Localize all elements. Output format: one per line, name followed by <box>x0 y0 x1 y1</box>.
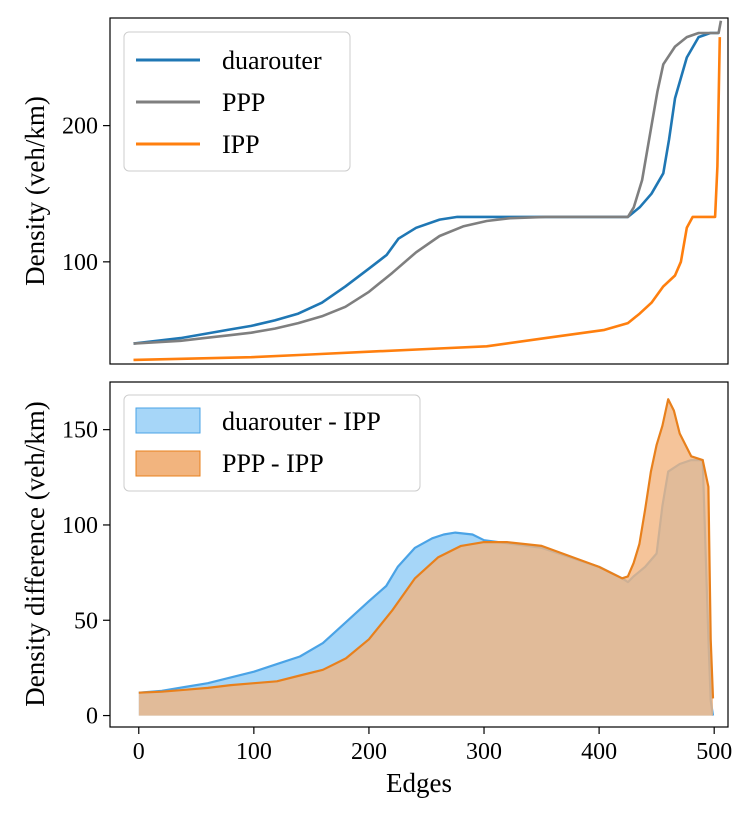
top-series-lines <box>133 20 723 362</box>
series-line-ipp <box>133 37 722 362</box>
bottom-x-ticks: 0 100 200 300 400 500 <box>133 727 732 765</box>
x-tick-label: 200 <box>351 739 387 765</box>
top-plot-frame <box>109 17 729 365</box>
bottom-panel: 0 50 100 150 0 100 200 300 400 500 Density diffe… <box>20 381 732 798</box>
y-tick-label: 100 <box>62 513 98 539</box>
legend-duarouter-label: duarouter <box>222 46 322 75</box>
top-legend: duarouter PPP IPP <box>123 31 351 172</box>
legend-ppp-label: PPP <box>222 88 265 117</box>
legend-ipp-label: IPP <box>222 130 260 159</box>
bottom-legend: duarouter - IPP PPP - IPP <box>123 394 421 492</box>
bottom-plot-frame <box>109 381 729 728</box>
top-y-ticks: 100 200 <box>62 114 110 276</box>
x-tick-label: 100 <box>236 739 272 765</box>
x-tick-label: 300 <box>466 739 502 765</box>
series-line-duarouter <box>133 31 719 345</box>
legend-duarouter-ipp-label: duarouter - IPP <box>222 407 381 436</box>
series-line-ppp <box>133 20 723 345</box>
bottom-x-axis-label: Edges <box>386 768 452 798</box>
top-y-axis-label: Density (veh/km) <box>20 96 50 286</box>
y-tick-label: 100 <box>62 250 98 276</box>
series-line-ppp-ipp <box>138 398 715 699</box>
bottom-y-axis-label: Density difference (veh/km) <box>20 401 50 706</box>
top-legend-box <box>123 31 351 172</box>
series-area-ppp-ipp <box>138 399 714 716</box>
legend-ppp-ipp-swatch <box>135 450 201 477</box>
x-tick-label: 400 <box>581 739 617 765</box>
bottom-series-areas <box>138 398 715 716</box>
x-tick-label: 0 <box>133 739 145 765</box>
legend-duarouter-ipp-swatch <box>135 407 201 434</box>
y-tick-label: 0 <box>86 704 98 730</box>
top-panel: 100 200 Density (veh/km) duarouter PPP IP… <box>20 17 729 365</box>
bottom-y-ticks: 0 50 100 150 <box>62 418 110 730</box>
legend-ppp-ipp-label: PPP - IPP <box>222 449 324 478</box>
y-tick-label: 200 <box>62 114 98 140</box>
x-tick-label: 500 <box>696 739 732 765</box>
y-tick-label: 150 <box>62 418 98 444</box>
y-tick-label: 50 <box>74 608 98 634</box>
